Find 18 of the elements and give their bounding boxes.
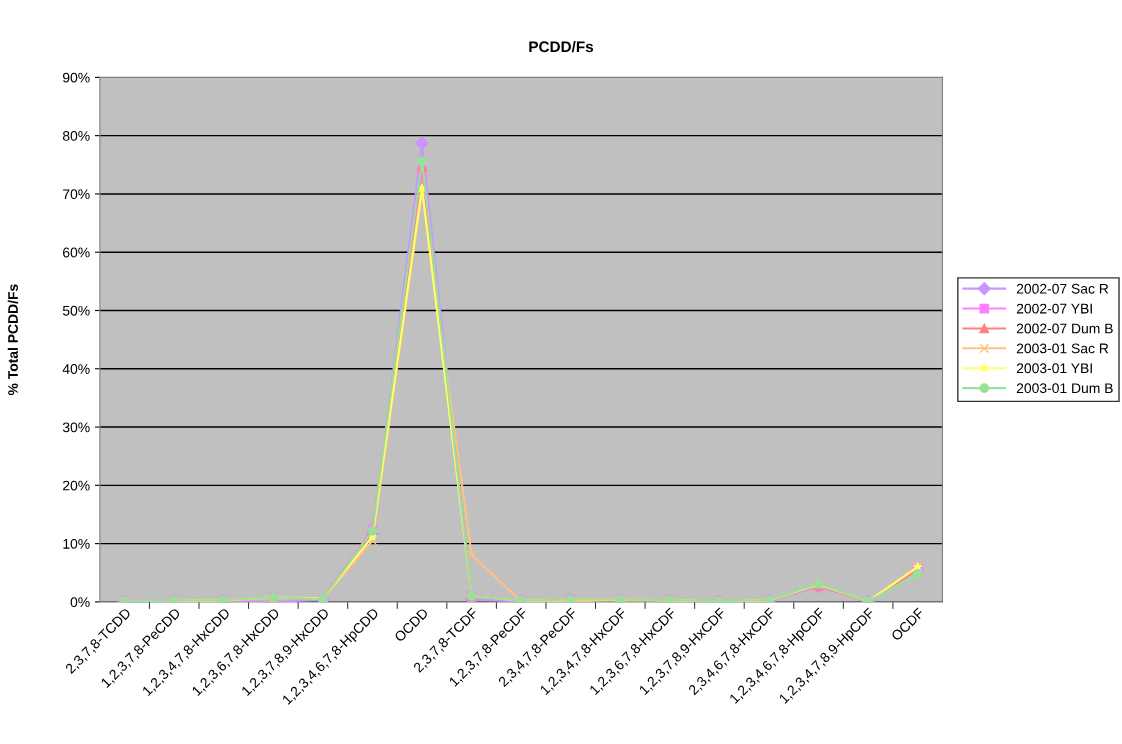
legend-label: 2002-07 Dum B bbox=[1016, 323, 1113, 334]
legend-label: 2003-01 YBI bbox=[1016, 363, 1092, 374]
y-tick-label: 50% bbox=[62, 305, 90, 316]
y-tick-label: 80% bbox=[62, 130, 90, 141]
y-tick-label: 60% bbox=[63, 247, 90, 258]
legend-label: 2003-01 Sac R bbox=[1016, 343, 1109, 354]
legend-label: 2003-01 Dum B bbox=[1016, 383, 1113, 394]
y-tick-label: 40% bbox=[62, 364, 90, 374]
y-tick-label: 20% bbox=[63, 480, 90, 491]
chart-title: PCDD/Fs bbox=[529, 40, 594, 53]
y-tick-label: 90% bbox=[62, 72, 90, 83]
y-tick-label: 10% bbox=[63, 538, 90, 549]
y-tick-label: 70% bbox=[63, 189, 90, 200]
legend-label: 2002-07 Sac R bbox=[1016, 283, 1109, 294]
legend-label: 2002-07 YBI bbox=[1016, 303, 1092, 314]
y-axis-title: % Total PCDD/Fs bbox=[7, 284, 19, 396]
y-tick-label: 0% bbox=[70, 597, 90, 608]
y-tick-label: 30% bbox=[62, 422, 90, 433]
